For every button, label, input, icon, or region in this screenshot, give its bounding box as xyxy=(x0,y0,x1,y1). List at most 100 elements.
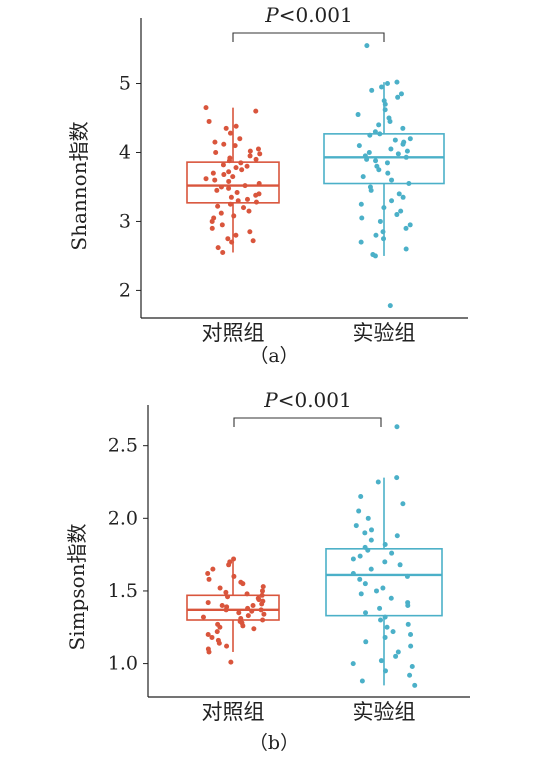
category-label-experiment: 实验组 xyxy=(353,321,416,345)
data-point xyxy=(392,137,398,143)
data-point xyxy=(396,191,402,197)
y-tick-label: 2 xyxy=(119,279,131,301)
data-point xyxy=(395,151,401,157)
data-point xyxy=(372,129,378,135)
data-point xyxy=(378,658,384,664)
category-label-control: 对照组 xyxy=(202,700,265,724)
data-point xyxy=(209,634,215,640)
data-point xyxy=(203,176,209,182)
data-point xyxy=(245,613,251,619)
data-point xyxy=(218,184,224,190)
data-point xyxy=(376,167,382,173)
data-point xyxy=(384,160,390,166)
data-point xyxy=(206,576,212,582)
box-iqr xyxy=(323,133,445,185)
data-point xyxy=(206,649,212,655)
data-point xyxy=(380,585,386,591)
y-ticks: 2 3 4 5 xyxy=(119,73,141,301)
data-point xyxy=(260,617,266,623)
data-point xyxy=(365,515,371,521)
data-point xyxy=(205,600,211,606)
data-point xyxy=(360,174,366,180)
data-point xyxy=(368,187,374,193)
data-point xyxy=(253,199,259,205)
data-point xyxy=(395,94,401,100)
data-point xyxy=(214,187,220,193)
data-point xyxy=(407,136,413,142)
data-point xyxy=(356,143,362,149)
data-point xyxy=(214,629,220,635)
data-point xyxy=(394,424,400,430)
y-tick-label: 1.5 xyxy=(108,580,138,602)
data-point xyxy=(378,617,384,623)
data-point xyxy=(244,163,250,169)
data-point xyxy=(389,198,395,204)
data-point xyxy=(212,139,218,145)
data-point xyxy=(404,148,410,154)
data-point xyxy=(394,475,400,481)
panel-label: （b） xyxy=(249,732,299,754)
data-point xyxy=(246,208,252,214)
data-point xyxy=(403,246,409,252)
y-tick-label: 1.0 xyxy=(108,653,138,675)
data-point xyxy=(389,550,395,556)
data-point xyxy=(200,614,206,620)
data-point xyxy=(372,253,378,259)
data-point xyxy=(244,196,250,202)
data-point xyxy=(357,553,363,559)
data-point xyxy=(223,607,229,613)
data-point xyxy=(260,584,266,590)
data-point xyxy=(398,208,404,214)
data-point xyxy=(253,192,259,198)
data-point xyxy=(400,125,406,131)
data-point xyxy=(217,585,223,591)
data-point xyxy=(356,508,362,514)
y-tick-label: 2.0 xyxy=(108,507,138,529)
data-point xyxy=(226,169,232,175)
data-point xyxy=(387,118,393,124)
data-point xyxy=(244,591,250,597)
data-point xyxy=(408,632,414,638)
data-point xyxy=(358,494,364,500)
data-point xyxy=(253,108,259,114)
data-point xyxy=(205,571,211,577)
data-point xyxy=(395,649,401,655)
data-point xyxy=(384,81,390,87)
data-point xyxy=(369,87,375,93)
data-point xyxy=(216,640,222,646)
data-point xyxy=(225,594,231,600)
data-point xyxy=(249,608,255,614)
data-point xyxy=(232,143,238,149)
data-point xyxy=(238,160,244,166)
significance-label: P<0.001 xyxy=(263,388,351,412)
data-point xyxy=(231,556,237,562)
data-point xyxy=(390,629,396,635)
data-point xyxy=(359,215,365,221)
data-point xyxy=(218,210,224,216)
category-label-control: 对照组 xyxy=(202,321,265,345)
data-point xyxy=(382,559,388,565)
data-point xyxy=(389,177,395,183)
data-point xyxy=(357,576,363,582)
data-point xyxy=(256,181,262,187)
data-point xyxy=(245,605,251,611)
data-point xyxy=(412,682,418,688)
data-point xyxy=(258,607,264,613)
data-point xyxy=(403,154,409,160)
data-point xyxy=(368,566,374,572)
data-point xyxy=(373,232,379,238)
data-point xyxy=(398,91,404,97)
data-point xyxy=(393,653,399,659)
significance-label: P<0.001 xyxy=(264,3,352,27)
data-point xyxy=(228,194,234,200)
data-point xyxy=(247,229,253,235)
data-point xyxy=(405,621,411,627)
chart-marks xyxy=(186,424,443,688)
data-point xyxy=(206,118,212,124)
data-point xyxy=(209,218,215,224)
data-point xyxy=(210,566,216,572)
data-point xyxy=(219,222,225,228)
data-point xyxy=(362,581,368,587)
data-point xyxy=(382,107,388,113)
data-point xyxy=(215,203,221,209)
